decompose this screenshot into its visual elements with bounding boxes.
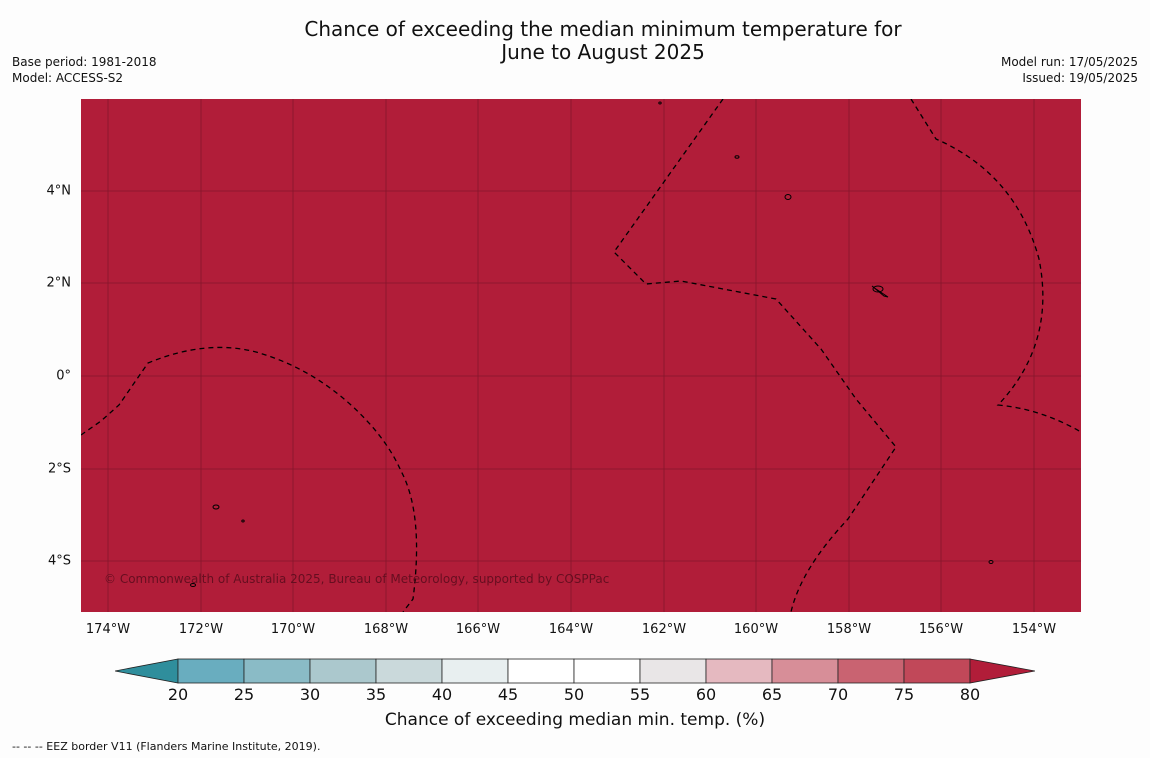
map-title: Chance of exceeding the median minimum t… xyxy=(0,18,1150,64)
colorbar-label-80: 80 xyxy=(959,685,981,704)
meta-left: Base period: 1981-2018 Model: ACCESS-S2 xyxy=(12,54,157,86)
colorbar-label-50: 50 xyxy=(563,685,585,704)
y-tick-equator: 0° xyxy=(56,368,71,384)
island-southwest-2 xyxy=(190,583,196,587)
x-tick-158w: 158°W xyxy=(826,622,872,637)
base-period: Base period: 1981-2018 xyxy=(12,55,157,69)
colorbar-label-25: 25 xyxy=(233,685,255,704)
colorbar-title: Chance of exceeding median min. temp. (%… xyxy=(384,710,766,730)
meta-right: Model run: 17/05/2025 Issued: 19/05/2025 xyxy=(1001,54,1138,86)
x-tick-170w: 170°W xyxy=(270,622,316,637)
title-line-1: Chance of exceeding the median minimum t… xyxy=(304,17,902,41)
y-tick-4s: 4°S xyxy=(47,553,71,569)
colorbar-svg xyxy=(114,658,1036,684)
colorbar-bin-45-50 xyxy=(507,658,575,684)
colorbar-bin-55-60 xyxy=(639,658,707,684)
x-tick-160w: 160°W xyxy=(733,622,779,637)
map-panel: © Commonwealth of Australia 2025, Bureau… xyxy=(81,99,1081,612)
colorbar-label-65: 65 xyxy=(761,685,783,704)
colorbar-label-35: 35 xyxy=(365,685,387,704)
issued-date: Issued: 19/05/2025 xyxy=(1022,71,1138,85)
colorbar-label-40: 40 xyxy=(431,685,453,704)
colorbar-label-75: 75 xyxy=(893,685,915,704)
eez-borders xyxy=(81,99,1081,612)
island-southwest-1 xyxy=(212,504,220,510)
colorbar-extension-low xyxy=(114,658,179,684)
map-svg xyxy=(81,99,1081,612)
x-tick-156w: 156°W xyxy=(918,622,964,637)
island-small-2 xyxy=(658,101,662,105)
x-tick-168w: 168°W xyxy=(363,622,409,637)
colorbar-bin-50-55 xyxy=(573,658,641,684)
colorbar-bin-20-25 xyxy=(177,658,245,684)
colorbar-bin-65-70 xyxy=(771,658,839,684)
colorbar-bin-30-35 xyxy=(309,658,377,684)
y-tick-2n: 2°N xyxy=(46,275,72,291)
colorbar xyxy=(114,658,1036,684)
colorbar-bin-35-40 xyxy=(375,658,443,684)
y-tick-2s: 2°S xyxy=(47,461,71,477)
title-line-2: June to August 2025 xyxy=(501,40,705,64)
colorbar-label-60: 60 xyxy=(695,685,717,704)
colorbar-label-30: 30 xyxy=(299,685,321,704)
x-tick-164w: 164°W xyxy=(548,622,594,637)
copyright-notice: © Commonwealth of Australia 2025, Bureau… xyxy=(104,572,610,586)
colorbar-bin-70-75 xyxy=(837,658,905,684)
colorbar-bin-40-45 xyxy=(441,658,509,684)
colorbar-bin-25-30 xyxy=(243,658,311,684)
probability-fill xyxy=(81,99,1081,612)
colorbar-bin-75-80 xyxy=(903,658,971,684)
colorbar-label-55: 55 xyxy=(629,685,651,704)
island-small-3 xyxy=(241,519,245,523)
model-name: Model: ACCESS-S2 xyxy=(12,71,124,85)
island-east-2 xyxy=(871,285,889,298)
x-tick-162w: 162°W xyxy=(641,622,687,637)
eez-legend-note: -- -- -- EEZ border V11 (Flanders Marine… xyxy=(12,740,321,753)
colorbar-extension-high xyxy=(969,658,1036,684)
x-tick-172w: 172°W xyxy=(178,622,224,637)
island-small-1 xyxy=(734,155,740,159)
eez-border-west xyxy=(81,346,418,612)
y-tick-4n: 4°N xyxy=(46,183,72,199)
model-run: Model run: 17/05/2025 xyxy=(1000,55,1138,69)
graticule xyxy=(81,99,1081,612)
colorbar-label-45: 45 xyxy=(497,685,519,704)
x-tick-174w: 174°W xyxy=(85,622,131,637)
eez-border-central xyxy=(613,99,897,612)
eez-border-east xyxy=(910,99,1081,433)
colorbar-bin-60-65 xyxy=(705,658,773,684)
x-tick-154w: 154°W xyxy=(1011,622,1057,637)
x-tick-166w: 166°W xyxy=(455,622,501,637)
island-southeast xyxy=(988,560,994,564)
island-east-1 xyxy=(872,285,884,293)
islands xyxy=(190,101,994,587)
colorbar-label-70: 70 xyxy=(827,685,849,704)
island-north xyxy=(784,194,792,200)
colorbar-label-20: 20 xyxy=(167,685,189,704)
